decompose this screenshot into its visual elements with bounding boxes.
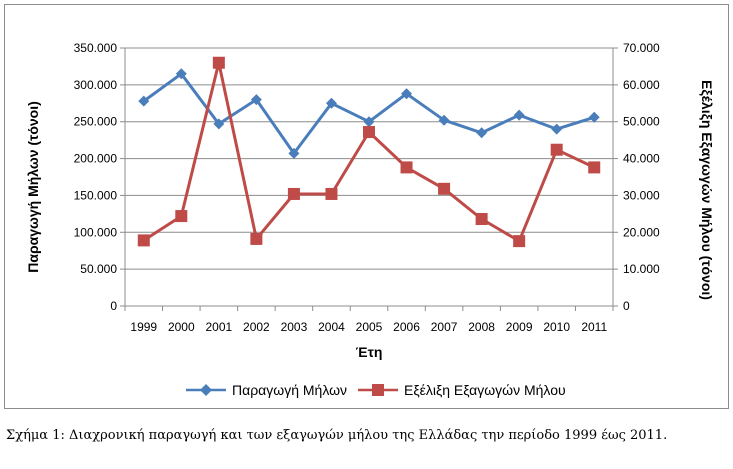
data-point-production	[138, 95, 150, 107]
series-line-exports	[142, 61, 595, 243]
data-point-production	[401, 88, 413, 100]
y-axis-left-ticks: 0 50.000 100.000 150.000 200.000 250.000 300.0…	[74, 41, 118, 313]
x-axis-tick-label: 2007	[431, 320, 458, 334]
y-axis-right-tick-label: 40.000	[623, 152, 660, 166]
data-point-production	[513, 109, 525, 121]
x-axis-tick-label: 1999	[130, 320, 157, 334]
x-axis-tick-label: 2001	[205, 320, 232, 334]
data-point-production	[250, 94, 262, 106]
data-point-exports	[513, 235, 526, 248]
figure-caption: Σχήμα 1: Διαχρονική παραγωγή και των εξα…	[6, 428, 668, 443]
x-axis-tick-label: 2005	[356, 320, 383, 334]
data-point-exports	[175, 210, 188, 223]
y-axis-right-tick-label: 60.000	[623, 78, 660, 92]
y-axis-right-tick-label: 30.000	[623, 188, 660, 202]
y-axis-left-tick-label: 100.000	[74, 225, 118, 239]
y-axis-left-tick-label: 350.000	[74, 41, 118, 55]
y-axis-right-title: Εξέλιξη Εξαγωγών Μήλου (τόνοι)	[699, 80, 715, 300]
y-axis-right-tick-label: 50.000	[623, 115, 660, 129]
y-axis-left-tick-label: 200.000	[74, 152, 118, 166]
x-axis-tick-label: 2009	[506, 320, 533, 334]
data-point-exports	[400, 161, 413, 174]
y-axis-left-title: Παραγωγή Μήλων (τόνοι)	[25, 101, 41, 273]
data-point-exports	[588, 161, 601, 174]
legend-label-production: Παραγωγή Μήλων	[232, 382, 347, 398]
y-axis-right-ticks: 0 10.000 20.000 30.000 40.000 50.000 60.000 70.…	[623, 41, 660, 313]
data-point-exports	[475, 213, 488, 226]
data-point-exports	[363, 126, 375, 139]
legend-marker-exports-square	[372, 384, 384, 396]
x-axis-tick-label: 2004	[318, 320, 345, 334]
x-axis-ticks: 1999 2000 2001 2002 2003 2004 2005 2006 2007 2008…	[130, 320, 607, 334]
y-axis-right-tick-label: 70.000	[623, 41, 660, 55]
data-point-exports	[325, 187, 338, 200]
y-axis-left-tick-label: 50.000	[80, 262, 117, 276]
data-point-exports	[287, 187, 300, 200]
y-axis-left-tick-label: 0	[110, 299, 117, 313]
data-point-exports	[438, 182, 451, 195]
legend-label-exports: Εξέλιξη Εξαγωγών Μήλου	[404, 382, 566, 398]
series-line-production	[142, 72, 595, 155]
x-axis-title: Έτη	[356, 344, 383, 360]
y-axis-left-tick-label: 150.000	[74, 188, 118, 202]
x-axis-tick-label: 2000	[168, 320, 195, 334]
data-point-production	[288, 147, 300, 159]
chart: 0 50.000 100.000 150.000 200.000 250.000 300.0…	[25, 41, 715, 398]
y-axis-right-tick-label: 0	[623, 299, 630, 313]
y-axis-right-tick-label: 10.000	[623, 262, 660, 276]
legend: Παραγωγή Μήλων Εξέλιξη Εξαγωγών Μήλου	[186, 382, 566, 398]
axes	[120, 47, 618, 311]
series	[137, 56, 601, 248]
data-point-exports	[137, 234, 150, 247]
data-point-production	[476, 127, 488, 139]
data-point-exports	[550, 143, 563, 156]
data-point-production	[175, 68, 187, 80]
y-axis-left-tick-label: 250.000	[74, 115, 118, 129]
data-point-production	[551, 123, 563, 135]
data-point-production	[213, 118, 225, 130]
data-point-production	[325, 97, 337, 109]
data-point-production	[588, 111, 600, 123]
data-point-exports	[212, 56, 225, 69]
data-point-exports	[250, 232, 263, 245]
y-axis-left-tick-label: 300.000	[74, 78, 118, 92]
x-axis-tick-label: 2011	[581, 320, 607, 334]
x-axis-tick-label: 2006	[393, 320, 420, 334]
gridlines	[125, 47, 613, 270]
x-axis-tick-label: 2002	[243, 320, 270, 334]
data-point-production	[363, 116, 375, 128]
y-axis-right-tick-label: 20.000	[623, 225, 660, 239]
x-axis-tick-label: 2003	[281, 320, 308, 334]
legend-marker-production-diamond	[200, 384, 212, 396]
x-axis-tick-label: 2008	[468, 320, 495, 334]
data-point-production	[438, 114, 450, 126]
x-axis-tick-label: 2010	[543, 320, 570, 334]
